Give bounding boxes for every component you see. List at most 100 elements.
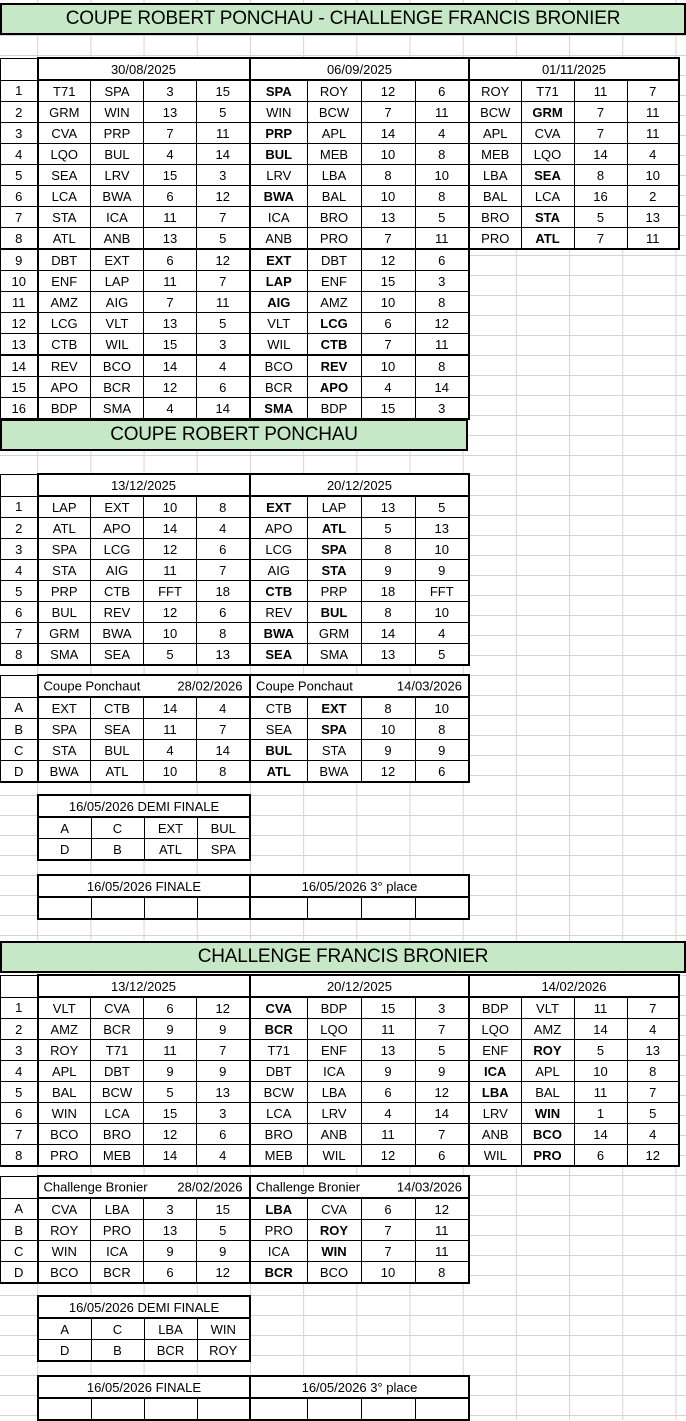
- match-cell: LQO: [520, 143, 575, 165]
- match-cell: SPA: [90, 79, 144, 102]
- table-row: 30/08/2025: [0, 57, 251, 81]
- match-cell: CTB: [90, 696, 144, 719]
- match-cell: 5: [143, 1081, 197, 1103]
- row-index: 2: [0, 101, 38, 123]
- match-cell: 4: [196, 517, 251, 539]
- match-cell: BAL: [468, 185, 522, 207]
- match-cell: 11: [143, 206, 197, 228]
- row-index: 4: [0, 143, 38, 165]
- table-row: ENF ROY 5 13: [468, 1039, 680, 1061]
- match-cell: ANB: [90, 227, 144, 250]
- table-row: SPA ROY 12 6: [249, 79, 470, 102]
- match-cell: SMA: [249, 397, 308, 420]
- section2-block2-table: 20/12/2025 EXT LAP 13 5 APO ATL 5 13 LCG SPA 8 10 AIG…: [249, 473, 470, 666]
- match-cell: 15: [360, 996, 416, 1019]
- table-row: A C EXT BUL: [37, 816, 251, 839]
- table-row: 20/12/2025: [249, 974, 470, 998]
- match-cell: CTB: [249, 696, 308, 719]
- match-cell: 12: [143, 601, 197, 623]
- match-cell: MEB: [306, 143, 362, 165]
- match-cell: ATL: [306, 517, 362, 539]
- section2-semi-table: 16/05/2026 DEMI FINALE A C EXT BUL D B ATL SPA: [37, 794, 251, 861]
- match-cell: 6: [414, 79, 470, 102]
- match-cell: 13: [414, 517, 470, 539]
- match-cell: LBA: [468, 164, 522, 186]
- match-cell: 10: [360, 185, 416, 207]
- match-cell: ICA: [249, 1240, 308, 1262]
- match-cell: CVA: [249, 996, 308, 1019]
- match-cell: PRP: [249, 122, 308, 144]
- match-cell: ROY: [520, 1039, 575, 1061]
- match-cell: APO: [36, 376, 91, 398]
- table-row: BCR LQO 11 7: [249, 1018, 470, 1040]
- table-row: BUL STA 9 9: [249, 739, 470, 761]
- match-cell: VLT: [520, 996, 575, 1019]
- match-cell: 12: [360, 79, 416, 102]
- match-cell: 12: [143, 538, 197, 560]
- match-cell: BAL: [520, 1081, 575, 1103]
- match-cell: LAP: [36, 495, 91, 518]
- table-row: 14/02/2026: [468, 974, 680, 998]
- table-row: Challenge Bronier 14/03/2026: [249, 1175, 470, 1199]
- semi-cell: ROY: [196, 1339, 251, 1362]
- table-row: 06/09/2025: [249, 57, 470, 81]
- match-cell: BCO: [36, 1123, 91, 1145]
- match-cell: ENF: [306, 1039, 362, 1061]
- corner-cell: [0, 674, 38, 698]
- match-cell: 11: [573, 79, 628, 102]
- match-cell: 16: [573, 185, 628, 207]
- match-cell: 11: [143, 559, 197, 581]
- semi-cell: C: [90, 1317, 145, 1340]
- match-cell: 4: [143, 739, 197, 761]
- match-cell: ENF: [306, 270, 362, 292]
- table-row: CTB EXT 8 10: [249, 696, 470, 719]
- table-row: 20/12/2025: [249, 473, 470, 497]
- match-cell: 2: [626, 185, 680, 207]
- match-cell: AIG: [249, 291, 308, 313]
- table-row: REV BUL 8 10: [249, 601, 470, 623]
- match-cell: ROY: [36, 1219, 91, 1241]
- match-cell: 10: [414, 538, 470, 560]
- match-cell: SPA: [306, 718, 362, 740]
- row-index: 8: [0, 227, 38, 250]
- match-cell: 11: [360, 1018, 416, 1040]
- match-cell: DBT: [306, 248, 362, 271]
- table-row: A C LBA WIN: [37, 1317, 251, 1340]
- table-row: 5 BAL BCW 5 13: [0, 1081, 251, 1103]
- match-cell: LCG: [36, 312, 91, 334]
- match-cell: 8: [360, 601, 416, 623]
- main-title-banner: COUPE ROBERT PONCHAU - CHALLENGE FRANCIS…: [0, 3, 686, 35]
- match-cell: REV: [306, 354, 362, 377]
- match-cell: STA: [36, 206, 91, 228]
- match-cell: 3: [196, 333, 251, 356]
- match-cell: BAL: [306, 185, 362, 207]
- match-cell: BWA: [36, 760, 91, 783]
- match-cell: DBT: [36, 248, 91, 271]
- match-cell: ATL: [36, 227, 91, 250]
- table-row: BCR APO 4 14: [249, 376, 470, 398]
- row-index: D: [0, 760, 38, 783]
- table-row: Coupe Ponchaut 14/03/2026: [249, 674, 470, 698]
- match-cell: WIN: [306, 1240, 362, 1262]
- table-row: 3 ROY T71 11 7: [0, 1039, 251, 1061]
- match-cell: PRO: [520, 1144, 575, 1167]
- table-row: MEB WIL 12 6: [249, 1144, 470, 1167]
- match-cell: BDP: [306, 996, 362, 1019]
- match-cell: 6: [414, 760, 470, 783]
- match-cell: BWA: [90, 185, 144, 207]
- match-cell: BWA: [306, 760, 362, 783]
- match-cell: ICA: [90, 1240, 144, 1262]
- match-cell: 8: [196, 495, 251, 518]
- match-cell: 12: [626, 1144, 680, 1167]
- table-row: 8 ATL ANB 13 5: [0, 227, 251, 250]
- match-cell: BDP: [36, 397, 91, 420]
- match-cell: 7: [360, 101, 416, 123]
- match-cell: 4: [626, 1123, 680, 1145]
- match-cell: LBA: [468, 1081, 522, 1103]
- match-cell: BUL: [90, 739, 144, 761]
- match-cell: 8: [196, 622, 251, 644]
- match-cell: 7: [143, 291, 197, 313]
- match-cell: SEA: [90, 643, 144, 666]
- match-cell: PRP: [306, 580, 362, 602]
- semi-header: 16/05/2026 DEMI FINALE: [37, 794, 251, 818]
